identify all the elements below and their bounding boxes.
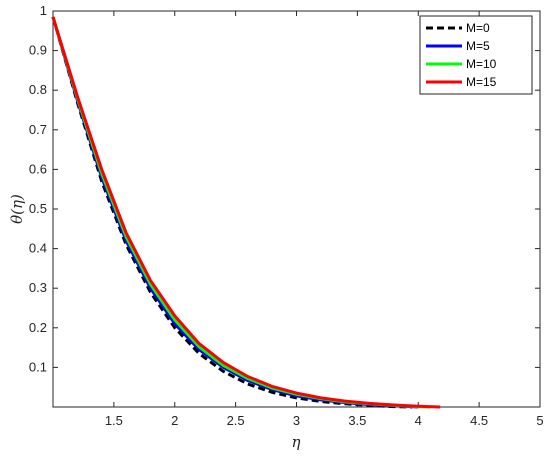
y-tick-label: 0.7 (29, 122, 47, 137)
series-line-m-15 (51, 16, 441, 409)
x-axis-label: η (292, 433, 301, 451)
x-tick-label: 4.5 (470, 413, 488, 428)
y-axis-label: θ(η) (8, 194, 26, 224)
legend-label: M=5 (466, 39, 490, 53)
y-tick-label: 0.5 (29, 201, 47, 216)
y-tick-label: 0.4 (29, 241, 47, 256)
x-tick-label: 2 (171, 413, 178, 428)
legend-label: M=0 (466, 21, 490, 35)
legend-label: M=10 (466, 57, 497, 71)
series-layer (51, 16, 441, 409)
y-tick-label: 0.6 (29, 161, 47, 176)
y-tick-label: 0.1 (29, 359, 47, 374)
x-tick-label: 3.5 (348, 413, 366, 428)
y-tick-label: 1 (40, 3, 47, 18)
axis-ticks: 1.5 2 2.5 3 3.5 4 4.5 5 0.1 0.2 0.3 0.4 0.5 0.6 0.7 0.8… (29, 3, 544, 428)
y-tick-label: 0.2 (29, 320, 47, 335)
y-tick-label: 0.3 (29, 280, 47, 295)
legend-label: M=15 (466, 75, 497, 89)
x-tick-label: 2.5 (227, 413, 245, 428)
legend: M=0 M=5 M=10 M=15 (419, 15, 533, 95)
y-tick-label: 0.9 (29, 43, 47, 58)
x-tick-label: 5 (536, 413, 543, 428)
x-tick-label: 4 (415, 413, 422, 428)
x-tick-label: 1.5 (105, 413, 123, 428)
y-tick-label: 0.8 (29, 82, 47, 97)
x-tick-label: 3 (293, 413, 300, 428)
